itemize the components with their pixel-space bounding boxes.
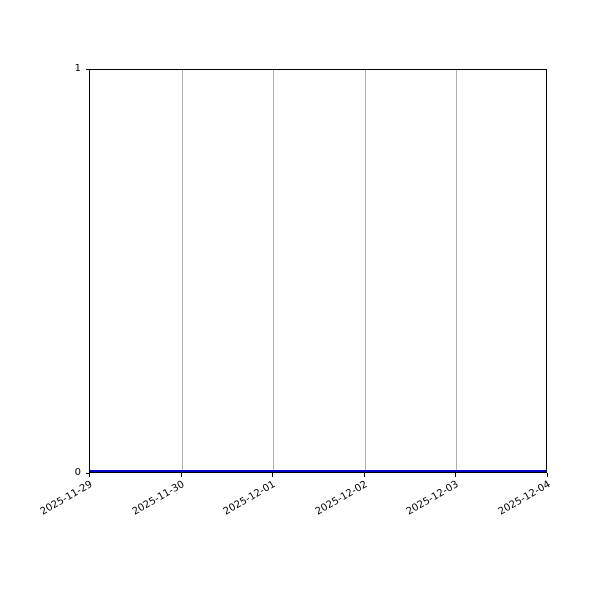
xtick-label: 2025-11-29: [2, 479, 95, 539]
xtick-mark: [272, 473, 274, 477]
xtick-label-text: 2025-12-03: [405, 479, 461, 518]
xtick-mark: [89, 473, 91, 477]
ytick-label: 0: [74, 467, 81, 478]
xtick-label: 2025-11-30: [94, 479, 186, 539]
xtick-label: 2025-12-03: [369, 479, 461, 539]
xtick-mark: [547, 473, 549, 477]
ytick-mark: [85, 472, 89, 474]
gridline-vertical: [273, 70, 275, 472]
xtick-label-text: 2025-11-30: [130, 479, 187, 518]
ytick-mark: [85, 69, 89, 71]
gridline-vertical: [364, 70, 366, 472]
data-series-line: [90, 470, 546, 472]
xtick-mark: [180, 473, 182, 477]
xtick-label: 2025-12-01: [186, 479, 278, 539]
xtick-label-text: 2025-12-01: [221, 479, 278, 518]
xtick-label: 2025-12-02: [277, 479, 369, 539]
ytick-label: 1: [74, 63, 81, 74]
xtick-label-text: 2025-12-02: [313, 479, 370, 518]
gridline-vertical: [181, 70, 183, 472]
plot-area: [89, 69, 547, 473]
xtick-label-text: 2025-11-29: [38, 479, 95, 518]
gridline-vertical: [456, 70, 458, 472]
xtick-mark: [455, 473, 457, 477]
xtick-mark: [363, 473, 365, 477]
xtick-label-text: 2025-12-04: [496, 479, 553, 518]
xtick-label: 2025-12-04: [460, 479, 553, 539]
